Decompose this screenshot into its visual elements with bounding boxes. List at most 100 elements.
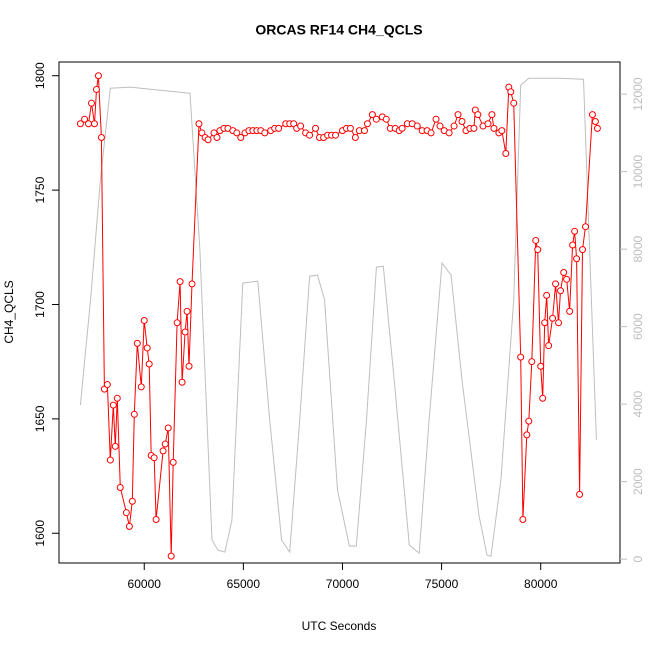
y-tick-label: 1600 bbox=[33, 520, 47, 547]
data-point bbox=[188, 280, 196, 288]
data-point bbox=[360, 127, 368, 135]
data-point bbox=[470, 124, 478, 132]
data-point bbox=[76, 120, 84, 128]
data-point bbox=[576, 490, 584, 498]
data-point bbox=[97, 133, 105, 141]
data-point bbox=[122, 509, 130, 517]
data-point bbox=[88, 99, 96, 107]
data-point bbox=[181, 328, 189, 336]
data-point bbox=[167, 552, 175, 560]
data-point bbox=[125, 522, 133, 530]
data-point bbox=[173, 319, 181, 327]
data-point bbox=[537, 362, 545, 370]
data-point bbox=[454, 111, 462, 119]
data-point bbox=[543, 291, 551, 299]
data-point bbox=[445, 129, 453, 137]
data-point bbox=[450, 122, 458, 130]
data-point bbox=[143, 344, 151, 352]
data-point bbox=[332, 131, 340, 139]
data-point bbox=[150, 454, 158, 462]
data-point bbox=[306, 131, 314, 139]
y2-tick-label: 6000 bbox=[631, 313, 645, 340]
y2-tick-label: 4000 bbox=[631, 390, 645, 417]
data-point bbox=[261, 129, 269, 137]
data-point bbox=[484, 120, 492, 128]
data-point bbox=[109, 401, 117, 409]
data-point bbox=[593, 124, 601, 132]
data-point bbox=[90, 120, 98, 128]
data-point bbox=[204, 136, 212, 144]
data-point bbox=[351, 133, 359, 141]
data-point bbox=[566, 307, 574, 315]
data-point bbox=[237, 133, 245, 141]
x-tick-label: 75000 bbox=[425, 577, 459, 591]
data-point bbox=[549, 314, 557, 322]
data-point bbox=[555, 319, 563, 327]
data-point bbox=[528, 358, 536, 366]
data-point bbox=[532, 236, 540, 244]
data-point bbox=[474, 111, 482, 119]
data-point bbox=[488, 111, 496, 119]
data-point bbox=[275, 124, 283, 132]
data-point bbox=[588, 111, 596, 119]
data-point bbox=[137, 383, 145, 391]
data-point bbox=[517, 353, 525, 361]
plot-frame bbox=[58, 61, 621, 564]
data-point bbox=[195, 120, 203, 128]
data-point bbox=[176, 278, 184, 286]
data-point bbox=[312, 124, 320, 132]
y-tick-label: 1800 bbox=[33, 62, 47, 89]
y-tick-label: 1650 bbox=[33, 405, 47, 432]
y2-tick-label: 10000 bbox=[631, 155, 645, 189]
data-point bbox=[113, 394, 121, 402]
data-point bbox=[368, 111, 376, 119]
data-point bbox=[297, 122, 305, 130]
y-tick-label: 1700 bbox=[33, 291, 47, 318]
data-point bbox=[94, 72, 102, 80]
data-point bbox=[591, 117, 599, 125]
data-point bbox=[130, 410, 138, 418]
data-point bbox=[382, 115, 390, 123]
y-tick-label: 1750 bbox=[33, 176, 47, 203]
data-point bbox=[85, 120, 93, 128]
y2-tick-label: 0 bbox=[631, 555, 645, 562]
data-point bbox=[563, 275, 571, 283]
data-point bbox=[579, 246, 587, 254]
data-point bbox=[552, 280, 560, 288]
data-point bbox=[502, 150, 510, 158]
data-point bbox=[507, 88, 515, 96]
chart-title: ORCAS RF14 CH4_QCLS bbox=[255, 22, 422, 38]
data-point bbox=[427, 129, 435, 137]
data-point bbox=[161, 440, 169, 448]
data-point bbox=[560, 268, 568, 276]
data-point bbox=[183, 307, 191, 315]
data-point bbox=[372, 115, 380, 123]
data-point bbox=[569, 241, 577, 249]
y2-tick-label: 2000 bbox=[631, 468, 645, 495]
data-point bbox=[458, 117, 466, 125]
data-point bbox=[185, 362, 193, 370]
data-point bbox=[490, 124, 498, 132]
x-axis-label: UTC Seconds bbox=[302, 619, 377, 633]
data-point bbox=[164, 424, 172, 432]
data-point bbox=[523, 431, 531, 439]
y2-tick-label: 8000 bbox=[631, 235, 645, 262]
data-point bbox=[571, 227, 579, 235]
x-tick-label: 60000 bbox=[128, 577, 162, 591]
data-point bbox=[128, 497, 136, 505]
data-point bbox=[213, 133, 221, 141]
data-point bbox=[582, 223, 590, 231]
data-point bbox=[363, 120, 371, 128]
data-point bbox=[145, 360, 153, 368]
data-point bbox=[111, 442, 119, 450]
data-point bbox=[140, 317, 148, 325]
data-point bbox=[413, 122, 421, 130]
data-point bbox=[534, 246, 542, 254]
data-point bbox=[541, 319, 549, 327]
data-point bbox=[346, 124, 354, 132]
data-point bbox=[436, 122, 444, 130]
data-point bbox=[525, 417, 533, 425]
data-point bbox=[133, 339, 141, 347]
y2-tick-label: 12000 bbox=[631, 77, 645, 111]
